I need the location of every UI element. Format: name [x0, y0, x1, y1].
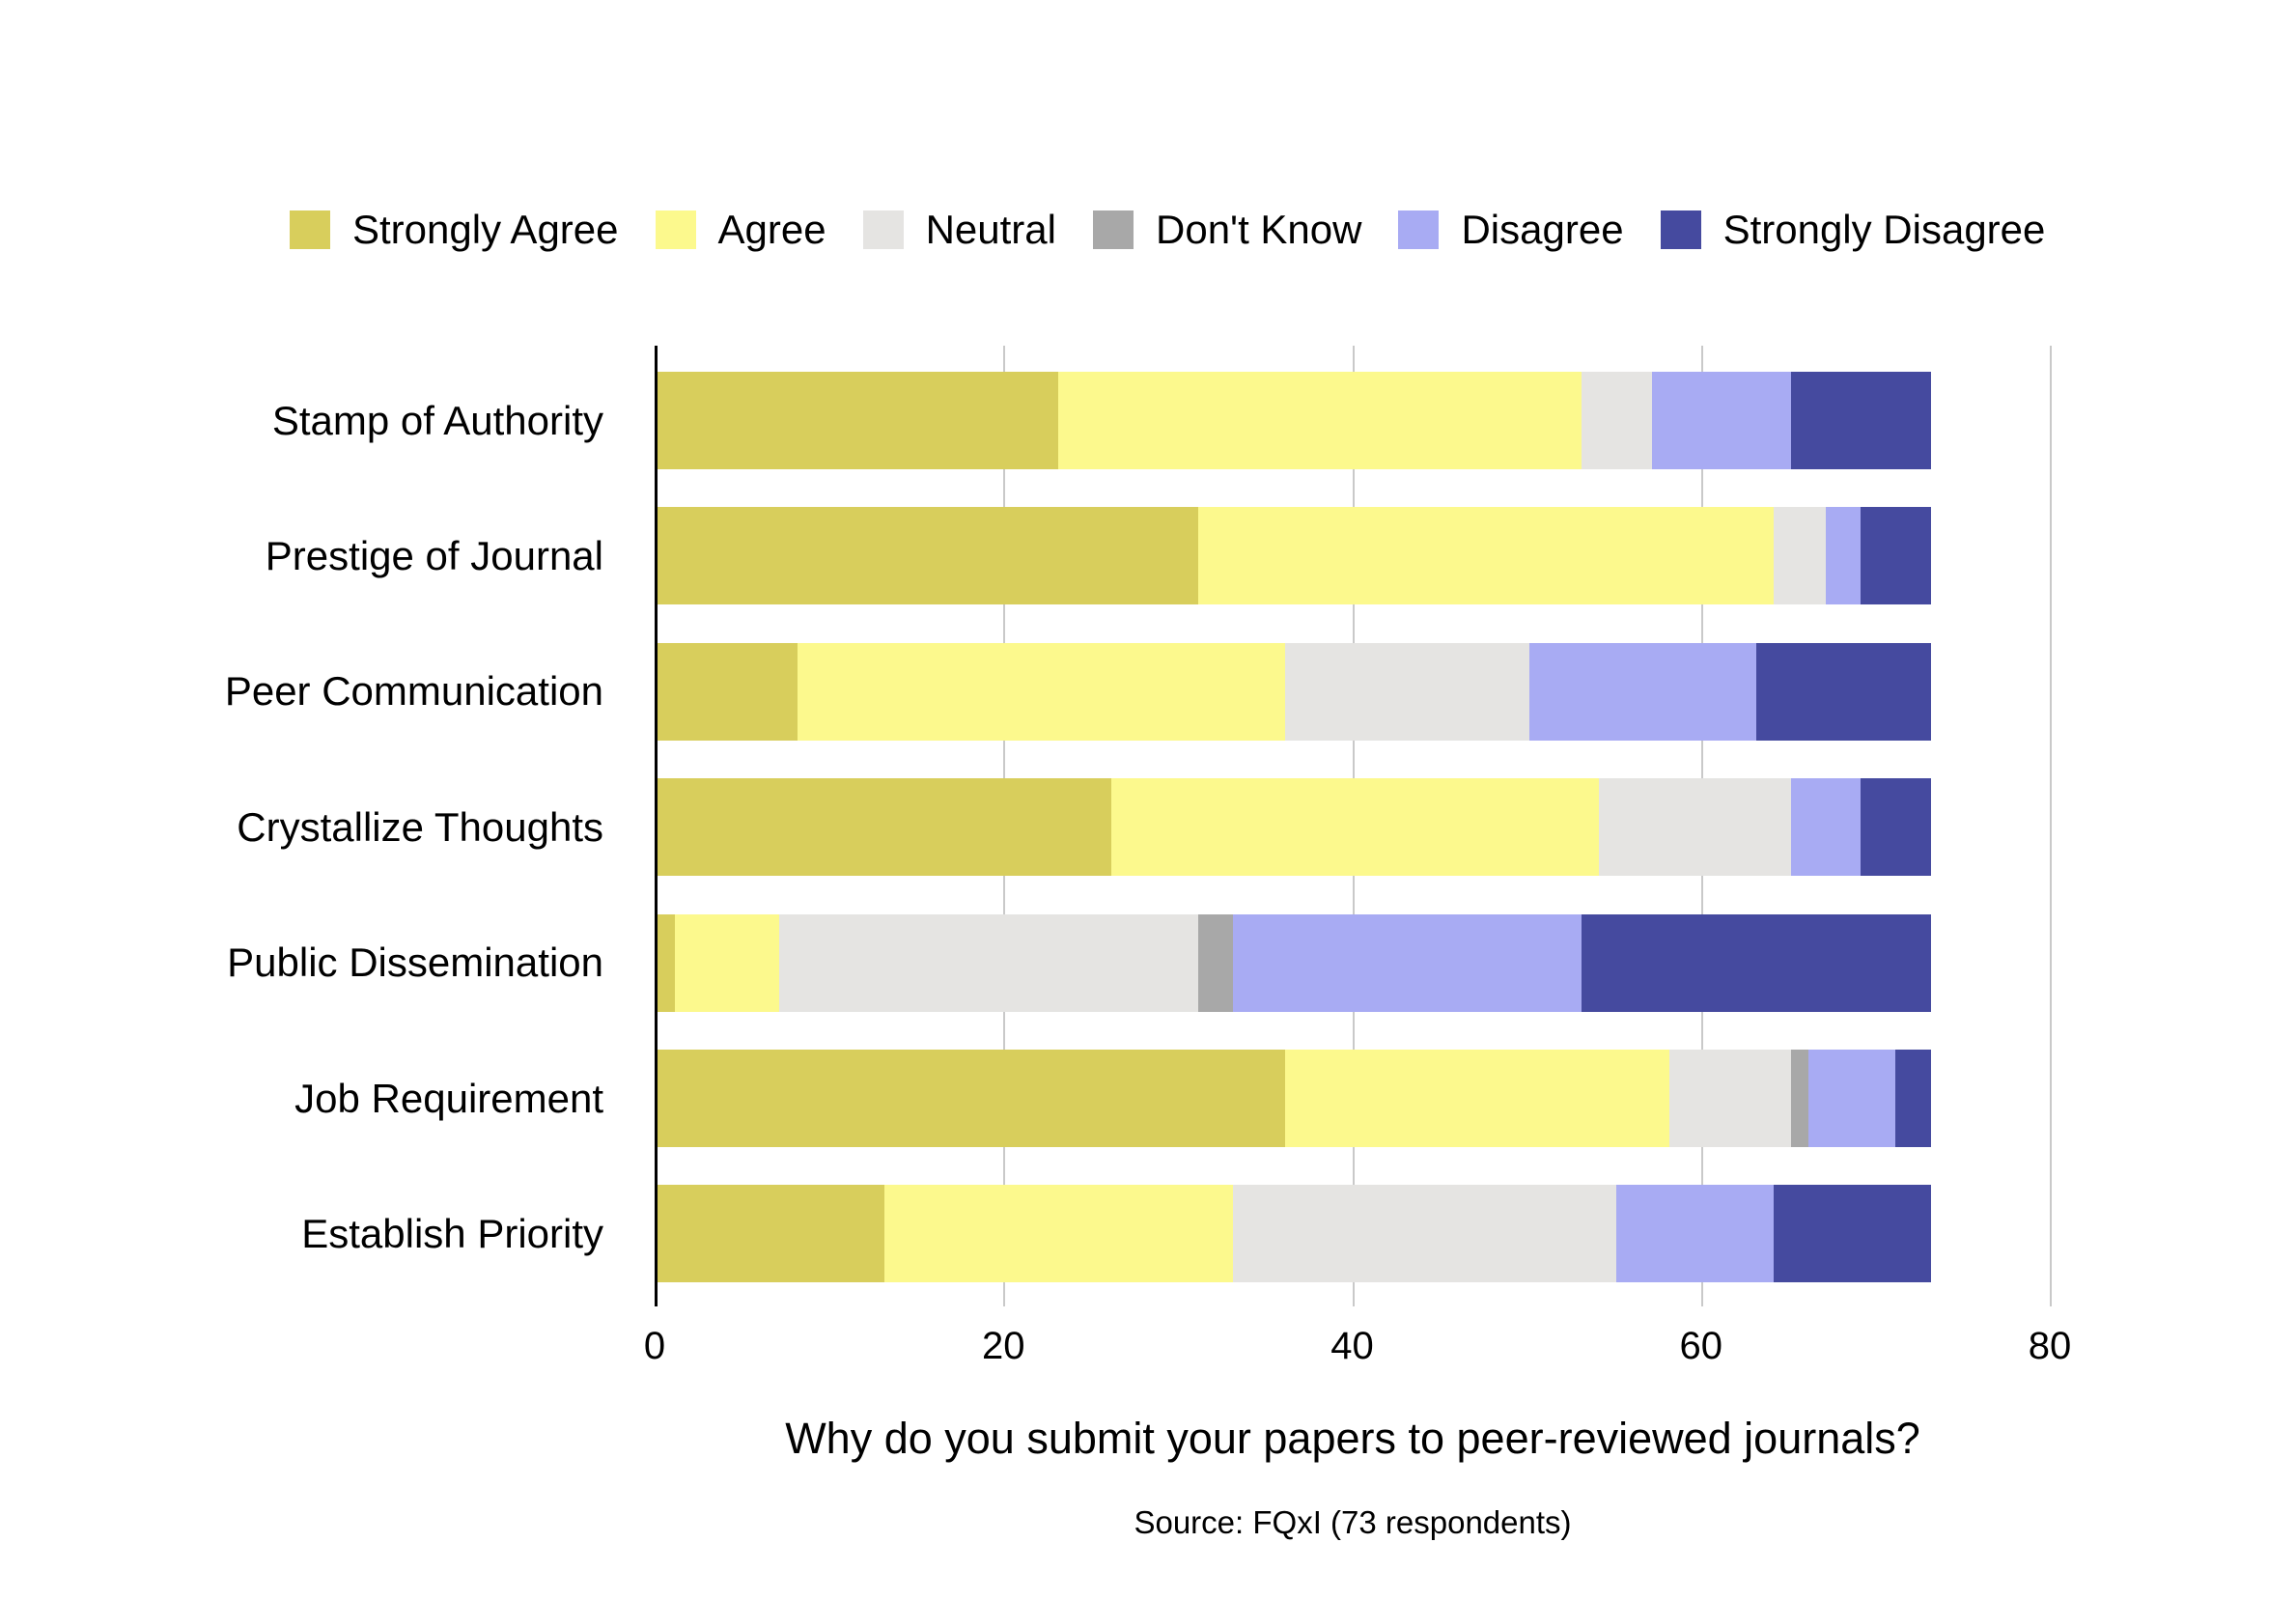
- bar-segment: [658, 1050, 1286, 1147]
- legend-label: Neutral: [925, 207, 1056, 252]
- category-label: Job Requirement: [294, 1075, 603, 1121]
- bar-row: [658, 507, 1931, 605]
- legend-swatch: [655, 210, 696, 249]
- bar-segment: [1774, 1185, 1931, 1283]
- bar-row: [658, 642, 1931, 741]
- bar-row: [658, 913, 1931, 1012]
- bar-row: [658, 1050, 1931, 1147]
- category-label: Peer Communication: [224, 668, 603, 715]
- bar-segment: [658, 913, 676, 1012]
- bar-segment: [1197, 507, 1774, 605]
- bar-segment: [1529, 642, 1756, 741]
- legend-item: Agree: [655, 207, 826, 252]
- x-tick-label: 60: [1679, 1325, 1723, 1367]
- legend-label: Disagree: [1461, 207, 1624, 252]
- bar-segment: [1791, 778, 1862, 877]
- bar-segment: [1895, 1050, 1931, 1147]
- bar-segment: [1197, 913, 1234, 1012]
- bar-segment: [1791, 1050, 1809, 1147]
- bar-segment: [1861, 778, 1931, 877]
- legend-item: Don't Know: [1093, 208, 1361, 252]
- gridline: [2050, 346, 2052, 1306]
- bar-segment: [1285, 1050, 1669, 1147]
- legend-item: Strongly Disagree: [1660, 207, 2046, 252]
- legend-swatch: [1660, 210, 1701, 249]
- bar-segment: [658, 372, 1059, 469]
- bar-segment: [883, 1185, 1234, 1283]
- x-tick-label: 80: [2028, 1325, 2072, 1367]
- bar-segment: [1058, 372, 1582, 469]
- category-label: Prestige of Journal: [265, 532, 603, 578]
- bar-segment: [1233, 913, 1582, 1012]
- legend-swatch: [1398, 210, 1440, 249]
- bar-row: [658, 372, 1931, 469]
- x-tick-label: 0: [643, 1325, 666, 1367]
- bar-row: [658, 778, 1931, 877]
- legend-item: Strongly Agree: [290, 208, 619, 252]
- bar-segment: [1651, 372, 1792, 469]
- plot-area: [655, 346, 2132, 1306]
- legend-item: Neutral: [862, 207, 1056, 252]
- legend-swatch: [1093, 210, 1134, 249]
- chart-source: Source: FQxI (73 respondents): [1134, 1504, 1572, 1540]
- category-labels: Stamp of Authority Prestige of Journal Pee…: [97, 346, 603, 1306]
- bar-segment: [1808, 1050, 1896, 1147]
- category-label: Crystallize Thoughts: [237, 803, 603, 850]
- chart-title: Why do you submit your papers to peer-re…: [785, 1414, 1920, 1463]
- category-label: Stamp of Authority: [271, 397, 603, 443]
- bar-segment: [1582, 372, 1652, 469]
- legend: Strongly Agree Agree Neutral Don't Know Disa…: [290, 208, 2045, 252]
- legend-swatch: [290, 210, 330, 249]
- bar-segment: [658, 507, 1198, 605]
- bar-segment: [797, 642, 1286, 741]
- bar-segment: [1582, 913, 1931, 1012]
- legend-label: Agree: [717, 207, 826, 252]
- legend-label: Strongly Disagree: [1722, 207, 2046, 252]
- y-axis-line: [655, 346, 658, 1306]
- x-tick-label: 40: [1330, 1325, 1374, 1367]
- bar-segment: [658, 642, 798, 741]
- bar-segment: [1285, 642, 1530, 741]
- category-label: Establish Priority: [301, 1210, 603, 1256]
- bar-segment: [1233, 1185, 1617, 1283]
- bar-segment: [658, 1185, 884, 1283]
- bar-segment: [1791, 372, 1931, 469]
- legend-item: Disagree: [1398, 207, 1624, 252]
- bar-segment: [1861, 507, 1931, 605]
- bar-segment: [1110, 778, 1600, 877]
- bar-row: [658, 1185, 1931, 1283]
- bar-segment: [1774, 507, 1827, 605]
- bar-segment: [675, 913, 780, 1012]
- bar-segment: [1826, 507, 1862, 605]
- bar-segment: [658, 778, 1111, 877]
- bar-segment: [1599, 778, 1792, 877]
- bar-segment: [1668, 1050, 1792, 1147]
- bar-segment: [1616, 1185, 1774, 1283]
- category-label: Public Dissemination: [227, 940, 603, 986]
- legend-label: Strongly Agree: [352, 207, 619, 252]
- legend-label: Don't Know: [1156, 207, 1362, 252]
- legend-swatch: [862, 210, 904, 249]
- bar-segment: [1755, 642, 1931, 741]
- x-tick-label: 20: [982, 1325, 1025, 1367]
- bar-segment: [779, 913, 1198, 1012]
